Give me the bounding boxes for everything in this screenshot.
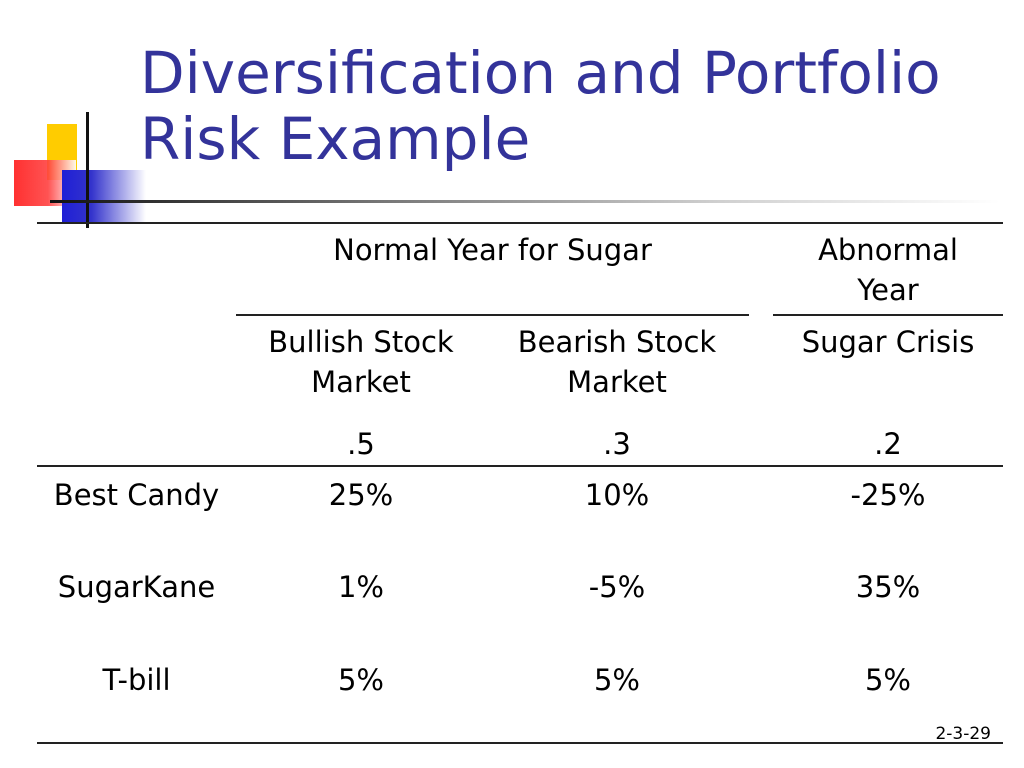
normal-year-underline (236, 314, 749, 316)
table-bottom-rule (37, 742, 1003, 744)
title-line-1: Diversification and Portfolio (140, 39, 941, 107)
table-cell: 5% (864, 663, 911, 697)
abnormal-year-underline (773, 314, 1003, 316)
table-cell: -25% (850, 478, 926, 512)
scenario-label: Sugar Crisis (801, 325, 975, 359)
table-cell: 5% (337, 663, 384, 697)
table-cell: 10% (584, 478, 650, 512)
row-label-t-bill: T-bill (102, 663, 171, 697)
probability-sugar-crisis: .2 (874, 427, 902, 461)
scenario-label: Bearish Stock (517, 325, 717, 359)
slide-number: 2-3-29 (935, 724, 991, 744)
slide-title: Diversification and Portfolio Risk Examp… (140, 40, 1000, 172)
group-header-normal-year: Normal Year for Sugar (333, 233, 652, 267)
probability-bullish: .5 (347, 427, 375, 461)
table-cell: 5% (593, 663, 640, 697)
abnormal-year-line-2: Year (857, 273, 919, 307)
blue-square-decoration (62, 170, 146, 222)
probability-bearish: .3 (603, 427, 631, 461)
abnormal-year-line-1: Abnormal (818, 233, 958, 267)
scenario-header-bearish: Bearish Stock Market (492, 322, 742, 402)
scenario-label: Bullish Stock (268, 325, 454, 359)
table-cell: 25% (328, 478, 394, 512)
table-cell: 35% (855, 570, 921, 604)
table-cell: 1% (337, 570, 384, 604)
scenario-header-bullish: Bullish Stock Market (236, 322, 486, 402)
row-label-best-candy: Best Candy (53, 478, 220, 512)
scenario-header-sugar-crisis: Sugar Crisis (773, 322, 1003, 362)
title-underline-decoration (50, 200, 1000, 203)
header-bottom-rule (37, 465, 1003, 467)
scenario-label: Market (311, 365, 411, 399)
group-header-abnormal-year: Abnormal Year (773, 230, 1003, 310)
vertical-rule-decoration (86, 112, 89, 228)
table-top-rule (37, 222, 1003, 224)
row-label-sugarkane: SugarKane (57, 570, 216, 604)
table-cell: -5% (588, 570, 646, 604)
scenario-label: Market (567, 365, 667, 399)
title-line-2: Risk Example (140, 105, 531, 173)
